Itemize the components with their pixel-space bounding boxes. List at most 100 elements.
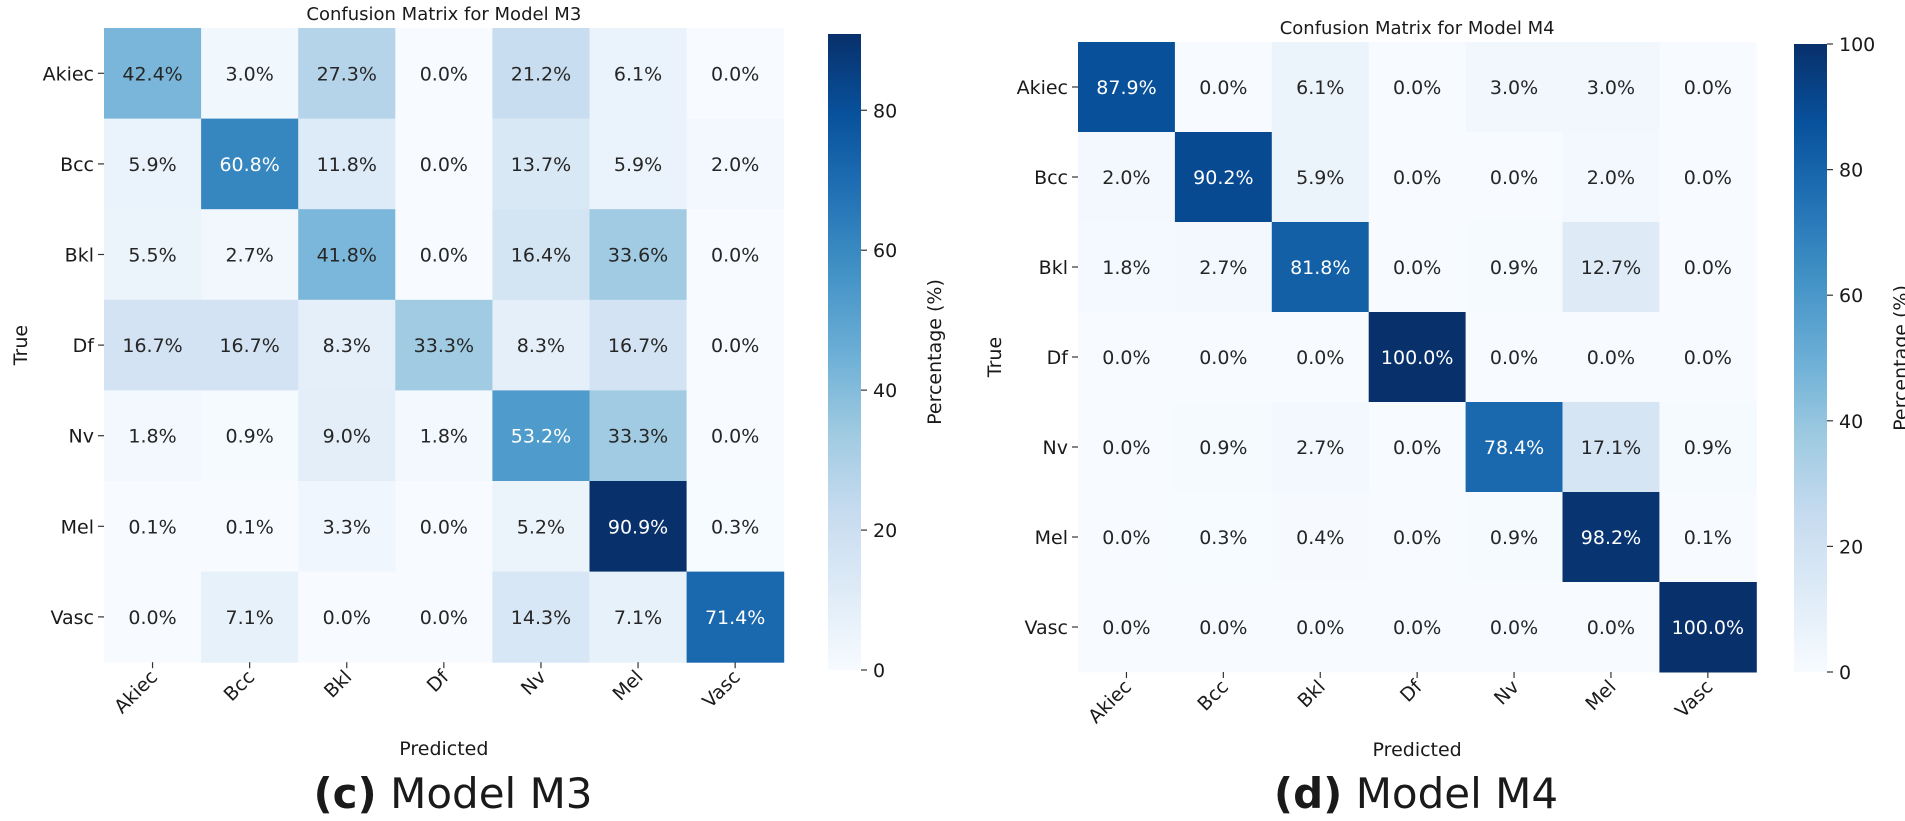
- heatmap-cell: [1174, 42, 1273, 133]
- cell-value-label: 0.0%: [711, 63, 759, 85]
- y-tick-label: Mel: [61, 516, 94, 538]
- cell-value-label: 5.9%: [614, 154, 662, 176]
- subfigure-caption: (c) Model M3: [313, 769, 592, 818]
- heatmap-cell: [201, 28, 299, 120]
- heatmap-cell: [395, 209, 493, 301]
- heatmap-cell: [1465, 402, 1563, 493]
- heatmap-cell: [395, 571, 493, 663]
- cell-value-label: 33.3%: [608, 426, 668, 448]
- cell-value-label: 0.3%: [711, 516, 759, 538]
- heatmap-cell: [104, 571, 202, 663]
- colorbar-tick-label: 80: [873, 100, 897, 122]
- heatmap-cell: [104, 299, 202, 391]
- cell-value-label: 90.9%: [608, 516, 668, 538]
- heatmap-cell: [1465, 492, 1563, 583]
- colorbar: 0 20 40 60 80 Percentage (%): [828, 34, 946, 682]
- cell-value-label: 0.0%: [420, 607, 468, 629]
- cell-value-label: 11.8%: [317, 154, 377, 176]
- heatmap-cell: [1271, 402, 1370, 493]
- cell-value-label: 7.1%: [226, 607, 274, 629]
- heatmap-cell: [1562, 132, 1660, 223]
- heatmap-cell: [1368, 402, 1467, 493]
- cell-value-label: 0.0%: [420, 63, 468, 85]
- heatmap-cell: [1271, 222, 1370, 313]
- colorbar-tick-label: 60: [1839, 285, 1863, 307]
- caption-letter: (c): [313, 769, 376, 818]
- cell-value-label: 0.9%: [226, 426, 274, 448]
- colorbar-tick-label: 20: [873, 520, 897, 542]
- heatmap-cell: [1659, 132, 1757, 223]
- heatmap-cell: [395, 28, 493, 120]
- heatmap-cell: [1562, 312, 1660, 403]
- cell-value-label: 41.8%: [317, 245, 377, 267]
- heatmap-cell: [1368, 312, 1467, 403]
- x-tick-label: Vasc: [698, 666, 744, 712]
- cell-value-label: 81.8%: [1290, 257, 1350, 279]
- heatmap-cell: [589, 481, 688, 573]
- heatmap-cell: [1562, 42, 1660, 133]
- heatmap-cell: [1368, 42, 1467, 133]
- cell-value-label: 0.0%: [1199, 617, 1247, 639]
- cell-value-label: 0.0%: [1490, 167, 1538, 189]
- cell-value-label: 8.3%: [517, 335, 565, 357]
- heatmap-cell: [1078, 402, 1176, 493]
- heatmap-cell: [492, 299, 590, 391]
- x-tick-label: Df: [1396, 675, 1428, 707]
- heatmap-cell: [492, 28, 590, 120]
- cell-value-label: 1.8%: [1102, 257, 1150, 279]
- heatmap-cell: [1078, 222, 1176, 313]
- colorbar-gradient: [1794, 44, 1827, 672]
- cell-value-label: 60.8%: [219, 154, 279, 176]
- chart-title: Confusion Matrix for Model M4: [1280, 18, 1555, 39]
- cell-value-label: 0.0%: [1684, 167, 1732, 189]
- heatmap-cell: [686, 28, 785, 120]
- cell-value-label: 0.1%: [128, 516, 176, 538]
- y-tick-label: Nv: [69, 426, 94, 448]
- colorbar-tick-label: 80: [1839, 160, 1863, 182]
- heatmap-cell: [395, 481, 493, 573]
- cell-value-label: 0.0%: [1393, 257, 1441, 279]
- heatmap-cell: [686, 571, 785, 663]
- heatmap-cell: [298, 28, 396, 120]
- cell-value-label: 9.0%: [323, 426, 371, 448]
- heatmap-cell: [686, 390, 785, 482]
- heatmap-cell: [1078, 132, 1176, 223]
- x-tick-label: Akiec: [1084, 676, 1136, 728]
- heatmap-cell: [589, 571, 688, 663]
- colorbar-tick-label: 0: [1839, 662, 1851, 684]
- y-tick-label: Vasc: [50, 607, 94, 629]
- cell-value-label: 0.0%: [1684, 77, 1732, 99]
- heatmap-cell: [298, 481, 396, 573]
- cell-value-label: 0.3%: [1199, 527, 1247, 549]
- heatmap-cell: [395, 390, 493, 482]
- heatmap-cell: [1659, 492, 1757, 583]
- heatmap-cell: [1562, 492, 1660, 583]
- y-tick-label: Bkl: [1039, 257, 1068, 279]
- x-axis-label: Predicted: [399, 738, 488, 760]
- heatmap-cell: [1465, 582, 1563, 673]
- x-tick-label: Bkl: [1293, 676, 1329, 712]
- colorbar-tick-label: 20: [1839, 536, 1863, 558]
- cell-value-label: 1.8%: [128, 426, 176, 448]
- cell-value-label: 2.0%: [711, 154, 759, 176]
- cell-value-label: 0.0%: [1393, 167, 1441, 189]
- heatmap-cell: [686, 481, 785, 573]
- x-tick-label: Vasc: [1671, 676, 1717, 722]
- heatmap-cell: [1659, 42, 1757, 133]
- cell-value-label: 0.0%: [1393, 77, 1441, 99]
- heatmap-cell: [395, 118, 493, 210]
- cell-value-label: 0.1%: [226, 516, 274, 538]
- cell-value-label: 3.0%: [1587, 77, 1635, 99]
- cell-value-label: 42.4%: [122, 63, 182, 85]
- caption-text: Model M4: [1342, 769, 1558, 818]
- cell-value-label: 0.0%: [1102, 347, 1150, 369]
- cell-value-label: 0.1%: [1684, 527, 1732, 549]
- cell-value-label: 3.0%: [1490, 77, 1538, 99]
- heatmap-cell: [298, 209, 396, 301]
- cell-value-label: 0.0%: [1296, 347, 1344, 369]
- cell-value-label: 0.0%: [1393, 617, 1441, 639]
- heatmap-cell: [492, 209, 590, 301]
- heatmap-cell: [589, 390, 688, 482]
- x-tick-label: Mel: [1581, 676, 1620, 715]
- cell-value-label: 16.7%: [219, 335, 279, 357]
